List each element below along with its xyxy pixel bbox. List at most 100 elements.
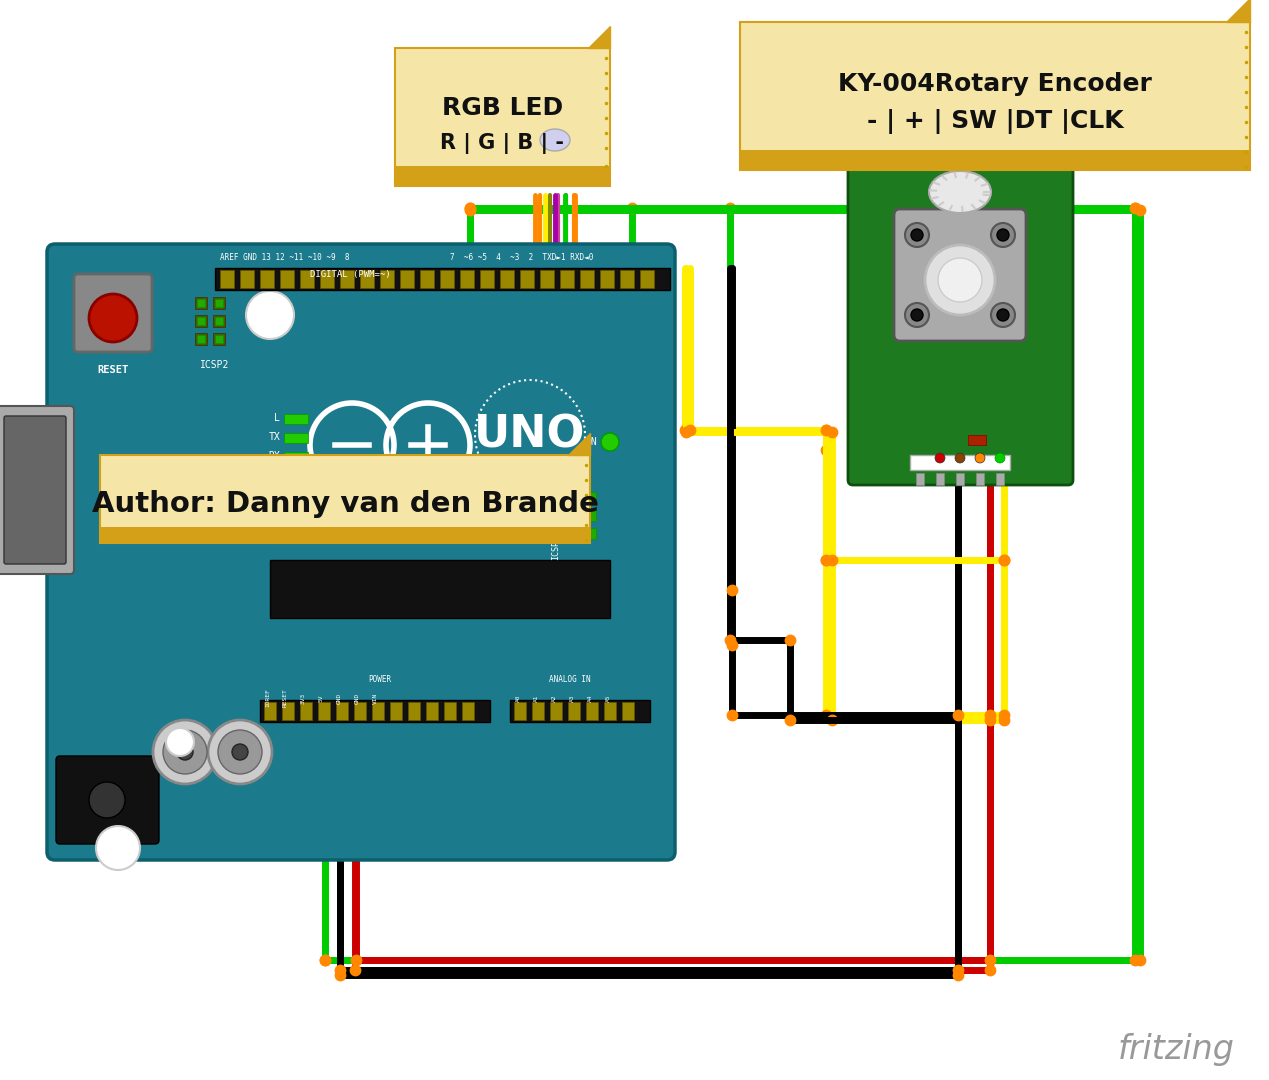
Circle shape xyxy=(602,433,619,451)
Bar xyxy=(320,270,334,288)
Bar xyxy=(996,473,1004,485)
Text: RGB LED: RGB LED xyxy=(442,96,563,120)
Circle shape xyxy=(96,826,140,870)
Bar xyxy=(740,22,1250,170)
FancyBboxPatch shape xyxy=(848,165,1074,485)
Bar xyxy=(390,702,402,720)
Text: A3: A3 xyxy=(570,694,575,702)
Text: R | G | B | -: R | G | B | - xyxy=(440,133,565,153)
Text: A0: A0 xyxy=(516,694,522,702)
Bar xyxy=(541,270,555,288)
Bar xyxy=(197,318,206,325)
Text: A4: A4 xyxy=(588,694,593,702)
Text: GND: GND xyxy=(355,692,360,704)
Text: ON: ON xyxy=(585,437,596,447)
Bar xyxy=(560,270,574,288)
Bar xyxy=(395,48,610,186)
Circle shape xyxy=(89,782,126,818)
Text: Author: Danny van den Brande: Author: Danny van den Brande xyxy=(91,490,599,518)
Bar xyxy=(195,315,207,327)
Bar xyxy=(514,702,525,720)
Bar xyxy=(299,702,312,720)
FancyBboxPatch shape xyxy=(4,416,66,564)
FancyBboxPatch shape xyxy=(0,406,74,573)
Circle shape xyxy=(938,258,982,302)
Bar xyxy=(426,702,438,720)
Bar xyxy=(640,270,654,288)
Bar xyxy=(510,700,650,723)
Bar xyxy=(195,333,207,345)
Circle shape xyxy=(154,720,217,784)
Text: A1: A1 xyxy=(534,694,539,702)
Bar xyxy=(462,702,475,720)
Bar xyxy=(400,270,414,288)
Circle shape xyxy=(905,222,929,247)
Text: GND: GND xyxy=(338,692,343,704)
Bar xyxy=(340,270,354,288)
Bar xyxy=(532,702,544,720)
Circle shape xyxy=(176,744,193,760)
Bar xyxy=(195,297,207,309)
Bar xyxy=(600,270,614,288)
Bar xyxy=(197,299,206,307)
Text: L: L xyxy=(274,413,280,423)
Bar xyxy=(420,270,434,288)
Circle shape xyxy=(995,453,1005,463)
Text: 1: 1 xyxy=(555,519,561,530)
Bar xyxy=(459,270,475,288)
Circle shape xyxy=(975,453,985,463)
Bar xyxy=(220,270,233,288)
Circle shape xyxy=(162,730,207,774)
Text: KY-004Rotary Encoder: KY-004Rotary Encoder xyxy=(838,72,1152,96)
Text: AREF GND 13 12 ~11 ~10 ~9  8: AREF GND 13 12 ~11 ~10 ~9 8 xyxy=(220,254,349,262)
Text: IOREF: IOREF xyxy=(265,689,270,707)
Bar xyxy=(604,702,615,720)
Bar xyxy=(260,270,274,288)
Bar xyxy=(284,414,308,424)
Polygon shape xyxy=(588,26,610,48)
Bar xyxy=(379,270,393,288)
Bar xyxy=(260,700,490,723)
Bar xyxy=(214,318,223,325)
Text: RESET: RESET xyxy=(283,689,288,707)
Circle shape xyxy=(911,309,923,321)
Bar xyxy=(569,492,580,503)
Bar xyxy=(284,453,308,462)
Bar xyxy=(214,335,223,343)
Ellipse shape xyxy=(541,129,570,151)
Bar xyxy=(500,270,514,288)
Bar xyxy=(299,270,313,288)
Circle shape xyxy=(208,720,272,784)
Bar xyxy=(354,702,365,720)
Text: POWER: POWER xyxy=(368,675,392,685)
Bar xyxy=(213,315,225,327)
Bar xyxy=(976,473,983,485)
Circle shape xyxy=(89,294,137,342)
Bar xyxy=(264,702,275,720)
Circle shape xyxy=(905,303,929,327)
Bar xyxy=(584,492,596,503)
Bar xyxy=(100,527,590,543)
Bar xyxy=(480,270,494,288)
Text: RX: RX xyxy=(268,451,280,461)
Circle shape xyxy=(246,291,294,339)
Bar xyxy=(621,270,634,288)
Text: A5: A5 xyxy=(607,694,610,702)
Text: TX: TX xyxy=(268,432,280,442)
Bar xyxy=(372,702,385,720)
Bar xyxy=(444,702,456,720)
Circle shape xyxy=(232,744,247,760)
Circle shape xyxy=(218,730,261,774)
Bar xyxy=(740,150,1250,170)
Text: ICSP2: ICSP2 xyxy=(201,360,230,370)
Bar xyxy=(937,473,944,485)
FancyBboxPatch shape xyxy=(74,274,152,352)
Bar xyxy=(586,702,598,720)
Bar xyxy=(100,455,590,543)
Bar xyxy=(580,270,594,288)
Circle shape xyxy=(991,222,1015,247)
Bar xyxy=(395,48,610,186)
Bar xyxy=(282,702,294,720)
Ellipse shape xyxy=(929,171,991,213)
Text: fritzing: fritzing xyxy=(1118,1034,1235,1067)
